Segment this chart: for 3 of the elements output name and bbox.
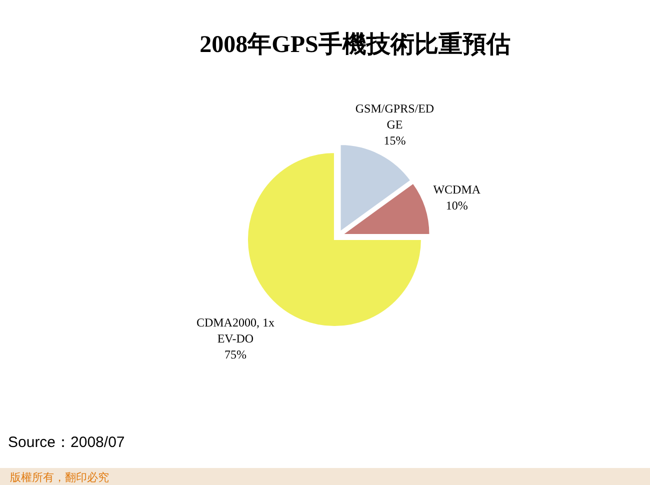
text: 版權所有，翻印必究 [10, 471, 109, 484]
chart-title: 2008年GPS手機技術比重預估 [200, 31, 510, 58]
source-note: Source：2008/07 [8, 434, 125, 451]
